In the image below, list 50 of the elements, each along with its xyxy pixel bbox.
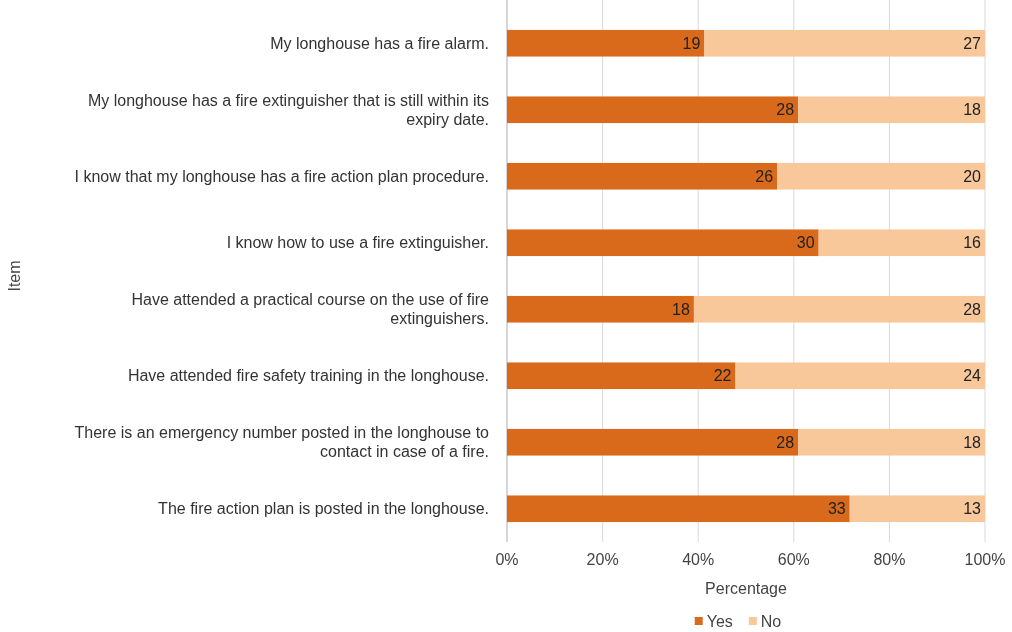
annotation: 20 (963, 167, 982, 185)
annotation: 26 (755, 167, 774, 185)
x-tick-label: 40% (682, 551, 715, 568)
annotation: 18 (672, 300, 690, 318)
bar (507, 295, 694, 323)
annotation: 24 (963, 367, 982, 385)
annotation: 13 (963, 500, 982, 518)
annotation: 18 (963, 433, 982, 451)
annotation: 28 (776, 433, 795, 451)
bar (507, 29, 705, 57)
bar (777, 162, 985, 190)
x-tick-label: 80% (873, 551, 906, 568)
x-tick-label: 20% (586, 551, 619, 568)
legend-label: Yes (706, 612, 733, 630)
x-axis-title: Percentage (705, 580, 788, 597)
bar (798, 428, 985, 456)
annotation: 19 (682, 34, 701, 52)
bar (507, 362, 736, 390)
bar (507, 162, 778, 190)
bar (704, 29, 985, 57)
bar (507, 229, 819, 257)
y-tick-label: The fire action plan is posted in the longhouse. (158, 500, 489, 518)
annotation: 16 (963, 234, 982, 252)
y-tick-label: Have attended fire safety training in the longhouse. (127, 367, 489, 385)
annotation: 28 (963, 300, 982, 318)
y-tick-label: I know how to use a fire extinguisher. (226, 234, 489, 252)
y-tick-label: Have attended a practical course on the use of fire extinguishers. (131, 291, 490, 328)
bar (818, 229, 985, 257)
annotation: 28 (776, 101, 795, 119)
bar (693, 295, 985, 323)
annotation: 33 (827, 500, 846, 518)
annotation: 30 (796, 234, 815, 252)
bar (507, 495, 850, 523)
annotation: 27 (963, 34, 982, 52)
annotation: 18 (963, 101, 982, 119)
bar (849, 495, 985, 523)
annotation: 22 (713, 367, 732, 385)
y-tick-label: There is an emergency number posted in the longhouse to contact in case of a fire. (74, 424, 490, 461)
y-tick-label: My longhouse has a fire extinguisher that is still within its expiry date. (87, 91, 489, 128)
y-tick-label: My longhouse has a fire alarm. (270, 34, 489, 52)
bar (798, 96, 985, 124)
bar (507, 428, 799, 456)
y-tick-label: I know that my longhouse has a fire action plan procedure. (74, 167, 489, 185)
bar (735, 362, 985, 390)
legend-label: No (760, 612, 782, 630)
x-tick-label: 0% (495, 551, 519, 568)
y-axis-title: Item (6, 260, 23, 292)
x-tick-label: 100% (964, 551, 1006, 568)
bar (507, 96, 799, 124)
x-tick-label: 60% (777, 551, 810, 568)
